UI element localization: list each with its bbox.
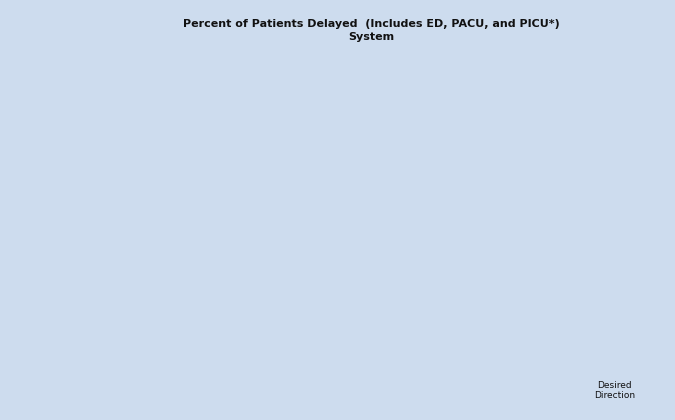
Text: Desired
Direction: Desired Direction [594,381,634,400]
Text: Children's: Children's [61,37,124,47]
Text: Measure Value: Measure Value [387,394,449,402]
Y-axis label: percent: percent [21,163,31,203]
Text: CCHMC: CCHMC [22,390,49,396]
Text: System: System [348,32,394,42]
Text: Mean: Mean [236,394,259,402]
Text: changing the outcome together: changing the outcome together [61,54,139,59]
Text: Percent of Patients Delayed  (Includes ED, PACU, and PICU*): Percent of Patients Delayed (Includes ED… [183,19,560,29]
Circle shape [9,26,53,44]
Circle shape [11,373,59,413]
Text: Cincinnati: Cincinnati [61,20,99,29]
Text: Measure Goal: Measure Goal [300,394,358,402]
